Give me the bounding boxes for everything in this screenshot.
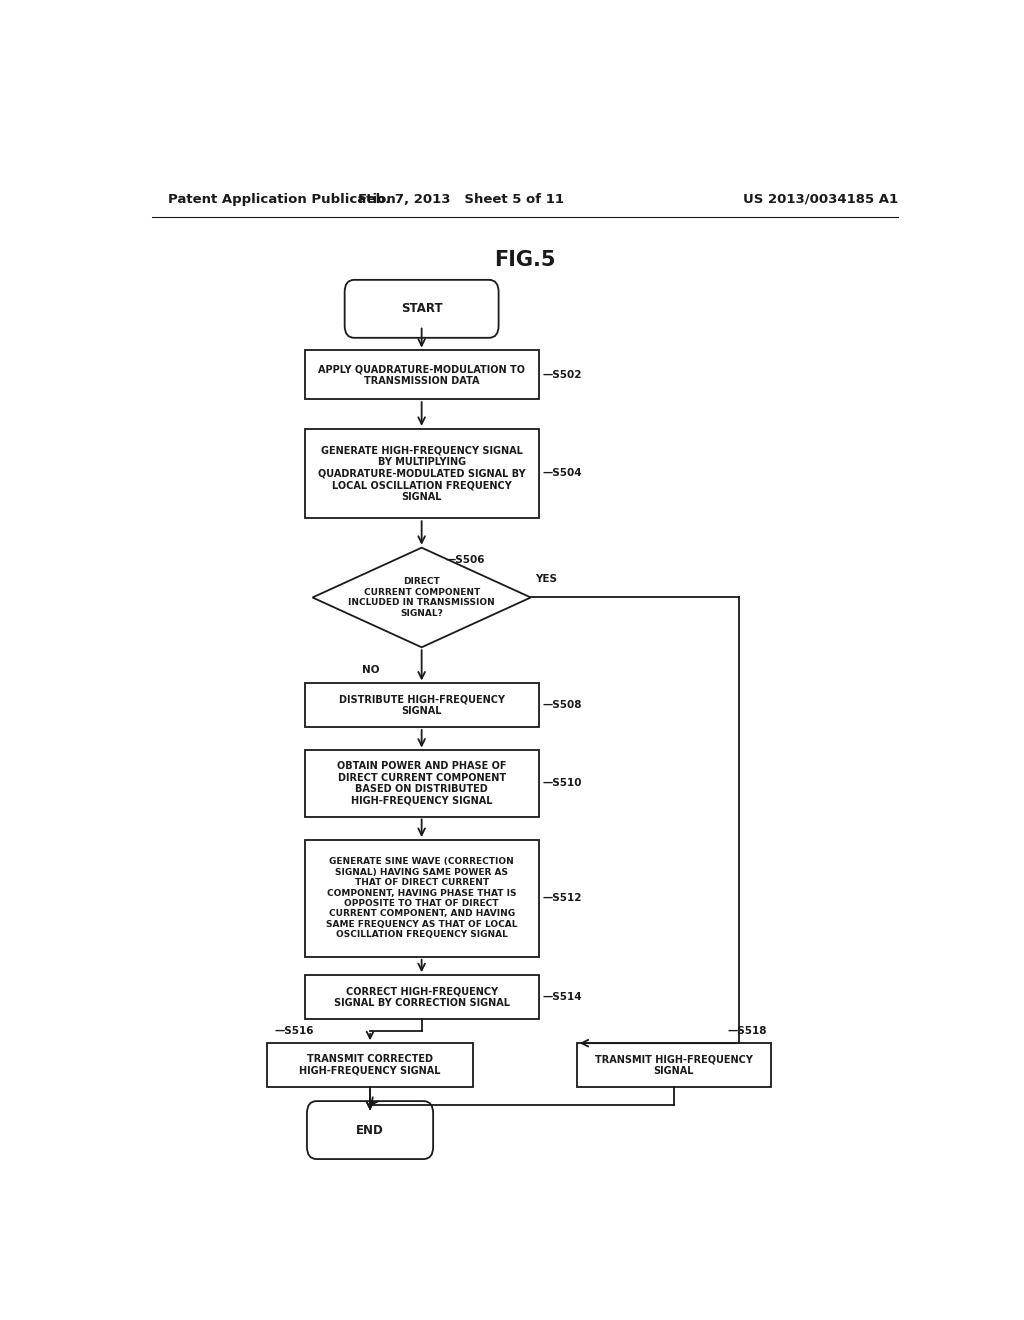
Bar: [267, 1043, 473, 1086]
Text: Feb. 7, 2013   Sheet 5 of 11: Feb. 7, 2013 Sheet 5 of 11: [358, 193, 564, 206]
Text: —S518: —S518: [728, 1026, 767, 1036]
Polygon shape: [312, 548, 530, 647]
Text: —S506: —S506: [445, 554, 485, 565]
Text: END: END: [356, 1123, 384, 1137]
Text: START: START: [400, 302, 442, 315]
Bar: [304, 840, 539, 957]
Text: CORRECT HIGH-FREQUENCY
SIGNAL BY CORRECTION SIGNAL: CORRECT HIGH-FREQUENCY SIGNAL BY CORRECT…: [334, 986, 510, 1007]
Text: APPLY QUADRATURE-MODULATION TO
TRANSMISSION DATA: APPLY QUADRATURE-MODULATION TO TRANSMISS…: [318, 364, 525, 385]
Text: TRANSMIT HIGH-FREQUENCY
SIGNAL: TRANSMIT HIGH-FREQUENCY SIGNAL: [595, 1055, 753, 1076]
Text: —S514: —S514: [543, 991, 583, 1002]
Bar: [304, 684, 539, 727]
Text: DISTRIBUTE HIGH-FREQUENCY
SIGNAL: DISTRIBUTE HIGH-FREQUENCY SIGNAL: [339, 694, 505, 715]
Bar: [304, 351, 539, 399]
Text: NO: NO: [362, 665, 380, 675]
FancyBboxPatch shape: [307, 1101, 433, 1159]
Text: DIRECT
CURRENT COMPONENT
INCLUDED IN TRANSMISSION
SIGNAL?: DIRECT CURRENT COMPONENT INCLUDED IN TRA…: [348, 577, 495, 618]
Text: —S504: —S504: [543, 469, 583, 478]
Text: —S502: —S502: [543, 370, 583, 380]
Text: GENERATE HIGH-FREQUENCY SIGNAL
BY MULTIPLYING
QUADRATURE-MODULATED SIGNAL BY
LOC: GENERATE HIGH-FREQUENCY SIGNAL BY MULTIP…: [317, 445, 525, 502]
Text: YES: YES: [535, 574, 557, 585]
Text: —S510: —S510: [543, 779, 583, 788]
Text: —S512: —S512: [543, 894, 583, 903]
Text: —S516: —S516: [274, 1026, 314, 1036]
Text: —S508: —S508: [543, 700, 583, 710]
Bar: [304, 751, 539, 817]
Text: OBTAIN POWER AND PHASE OF
DIRECT CURRENT COMPONENT
BASED ON DISTRIBUTED
HIGH-FRE: OBTAIN POWER AND PHASE OF DIRECT CURRENT…: [337, 762, 507, 807]
Text: GENERATE SINE WAVE (CORRECTION
SIGNAL) HAVING SAME POWER AS
THAT OF DIRECT CURRE: GENERATE SINE WAVE (CORRECTION SIGNAL) H…: [326, 858, 517, 940]
Text: TRANSMIT CORRECTED
HIGH-FREQUENCY SIGNAL: TRANSMIT CORRECTED HIGH-FREQUENCY SIGNAL: [299, 1055, 440, 1076]
Text: FIG.5: FIG.5: [494, 249, 556, 271]
Text: US 2013/0034185 A1: US 2013/0034185 A1: [742, 193, 898, 206]
Text: Patent Application Publication: Patent Application Publication: [168, 193, 395, 206]
Bar: [577, 1043, 771, 1086]
FancyBboxPatch shape: [345, 280, 499, 338]
Bar: [304, 429, 539, 519]
Bar: [304, 975, 539, 1019]
